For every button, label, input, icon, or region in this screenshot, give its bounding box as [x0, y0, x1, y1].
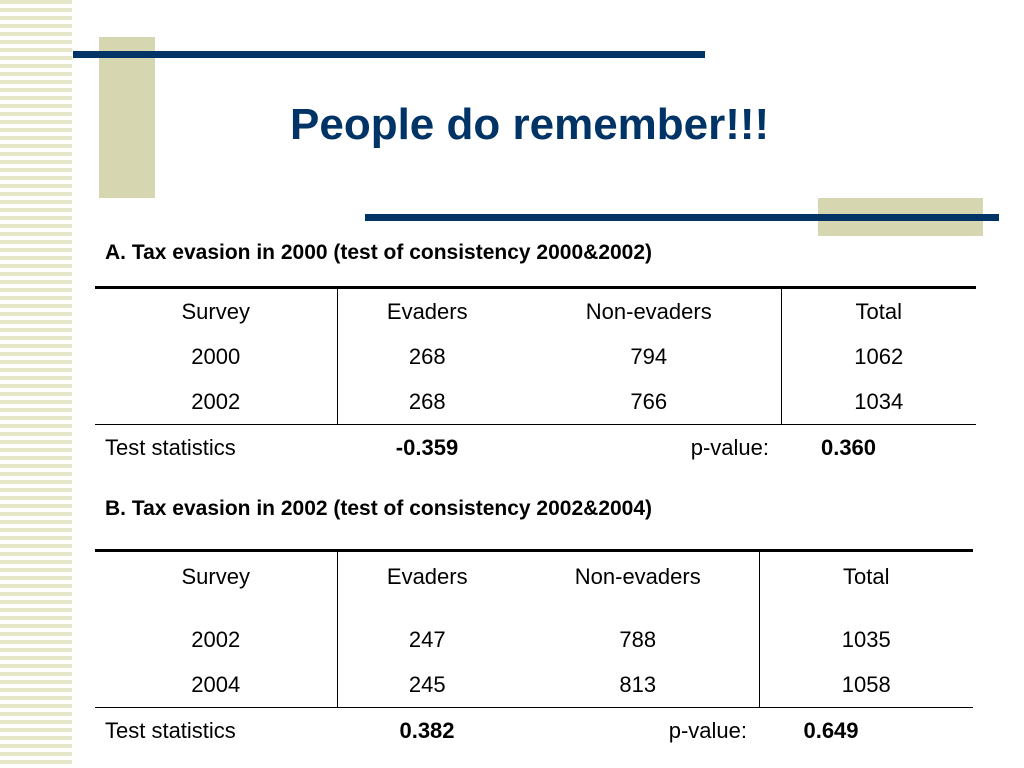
test-statistics-value: 0.382 — [399, 717, 455, 743]
column-header-total: Total — [843, 564, 890, 589]
cell-total: 1035 — [841, 626, 891, 652]
cell-evaders: 268 — [408, 388, 446, 414]
cell-survey: 2004 — [95, 662, 338, 708]
section-a-heading: A. Tax evasion in 2000 (test of consiste… — [105, 241, 653, 264]
cell-survey: 2000 — [95, 334, 338, 379]
table-header-row: Survey Evaders Non-evaders Total — [95, 287, 976, 334]
test-statistics-label: Test statistics — [105, 717, 236, 743]
cell-non-evaders: 794 — [517, 334, 782, 379]
column-header-survey: Survey — [95, 287, 338, 334]
table-row: 2004 245 813 1058 — [95, 662, 973, 708]
table-header-row: Survey Evaders Non-evaders Total — [95, 550, 973, 602]
title-rule-top — [73, 51, 705, 58]
cell-non-evaders: 788 — [517, 617, 760, 662]
cell-evaders: 245 — [408, 671, 446, 697]
column-header-evaders: Evaders — [386, 298, 468, 324]
title-rule-bottom — [365, 214, 999, 221]
spacer-cell — [759, 602, 973, 617]
section-a-table: Survey Evaders Non-evaders Total 2000 26… — [95, 286, 976, 470]
striped-margin-decoration — [0, 0, 72, 768]
column-header-total: Total — [855, 298, 902, 324]
cell-total: 1058 — [841, 671, 891, 697]
table-spacer-row — [95, 602, 973, 617]
test-statistics-row: Test statistics 0.382 p-value: 0.649 — [95, 707, 973, 754]
section-b-heading: B. Tax evasion in 2002 (test of consiste… — [105, 497, 653, 520]
table-row: 2002 247 788 1035 — [95, 617, 973, 662]
table-row: 2000 268 794 1062 — [95, 334, 976, 379]
table-row: 2002 268 766 1034 — [95, 379, 976, 425]
cell-non-evaders: 766 — [517, 379, 782, 425]
column-header-evaders: Evaders — [386, 564, 468, 589]
test-statistics-row: Test statistics -0.359 p-value: 0.360 — [95, 424, 976, 471]
cell-survey: 2002 — [95, 617, 338, 662]
p-value-label: p-value: — [690, 434, 769, 460]
test-statistics-value: -0.359 — [395, 434, 459, 460]
accent-block-top — [99, 37, 155, 198]
section-b-table: Survey Evaders Non-evaders Total 2002 24… — [95, 549, 973, 753]
slide-title: People do remember!!! — [290, 100, 770, 149]
column-header-non-evaders: Non-evaders — [517, 550, 760, 602]
spacer-cell — [517, 602, 760, 617]
cell-total: 1062 — [854, 343, 904, 369]
cell-evaders: 247 — [408, 626, 446, 652]
column-header-survey: Survey — [95, 550, 338, 602]
column-header-non-evaders: Non-evaders — [517, 287, 782, 334]
cell-non-evaders: 813 — [517, 662, 760, 708]
p-value-label: p-value: — [668, 717, 747, 743]
spacer-cell — [95, 602, 338, 617]
cell-evaders: 268 — [408, 343, 446, 369]
spacer-cell — [337, 602, 517, 617]
test-statistics-label: Test statistics — [105, 434, 236, 460]
p-value: 0.649 — [803, 717, 859, 743]
cell-total: 1034 — [854, 388, 904, 414]
cell-survey: 2002 — [95, 379, 338, 425]
p-value: 0.360 — [820, 434, 877, 460]
